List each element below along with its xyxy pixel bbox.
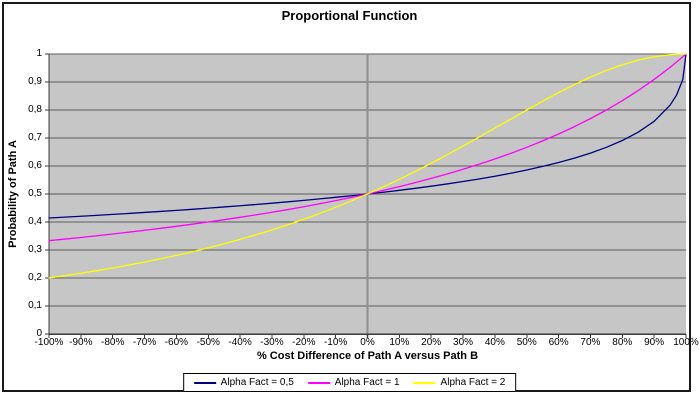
legend-entry-3: Alpha Fact = 2 <box>413 377 506 388</box>
y-tick-label: 0,3 <box>28 244 42 255</box>
y-tick-label: 0,1 <box>28 300 42 311</box>
legend-line-marker <box>193 381 216 384</box>
chart-title: Proportional Function <box>281 8 418 23</box>
x-tick-label: -50% <box>196 337 220 348</box>
legend-line-marker <box>413 381 436 384</box>
y-tick-label: 1 <box>36 48 42 59</box>
y-tick-label: 0,7 <box>28 132 42 143</box>
legend-label: Alpha Fact = 2 <box>440 377 506 388</box>
x-tick-label: 90% <box>644 337 665 348</box>
y-tick-label: 0,4 <box>28 216 42 227</box>
x-tick-label: -10% <box>323 337 348 348</box>
y-tick-label: 0,2 <box>28 272 42 283</box>
y-tick-label: 0,6 <box>28 160 42 171</box>
x-tick-label: 100% <box>673 337 699 348</box>
x-tick-label: 50% <box>516 337 537 348</box>
legend-entry-1: Alpha Fact = 0,5 <box>193 377 294 388</box>
legend-label: Alpha Fact = 0,5 <box>220 377 294 388</box>
legend-line-marker <box>307 381 330 384</box>
legend: Alpha Fact = 0,5 Alpha Fact = 1 Alpha Fact… <box>182 373 517 392</box>
x-tick-label: -60% <box>164 337 189 348</box>
x-tick-label: 70% <box>580 337 601 348</box>
x-tick-label: -70% <box>132 337 157 348</box>
x-tick-label: 30% <box>453 337 474 348</box>
series-line-3 <box>48 53 687 279</box>
x-tick-label: -90% <box>69 337 93 348</box>
series-line-2 <box>48 53 687 242</box>
x-tick-label: 60% <box>548 337 569 348</box>
x-tick-label: -40% <box>228 337 252 348</box>
y-tick-label: 0,9 <box>28 76 42 87</box>
legend-entry-2: Alpha Fact = 1 <box>307 377 400 388</box>
legend-label: Alpha Fact = 1 <box>334 377 400 388</box>
x-tick-label: -30% <box>260 337 284 348</box>
x-tick-label: 40% <box>484 337 505 348</box>
y-tick-label: 0 <box>36 328 42 339</box>
x-tick-label: 20% <box>421 337 442 348</box>
x-tick-label: -80% <box>101 337 125 348</box>
y-axis-title: Probability of Path A <box>7 140 19 248</box>
x-tick-label: 80% <box>612 337 633 348</box>
y-tick-label: 0,8 <box>28 104 42 115</box>
x-tick-label: -100% <box>34 337 64 348</box>
x-axis-title: % Cost Difference of Path A versus Path … <box>256 350 479 362</box>
x-tick-label: -20% <box>292 337 316 348</box>
x-tick-label: 10% <box>389 337 410 348</box>
series-line-1 <box>48 53 687 219</box>
x-tick-label: 0% <box>360 337 375 348</box>
y-tick-label: 0,5 <box>28 188 42 199</box>
